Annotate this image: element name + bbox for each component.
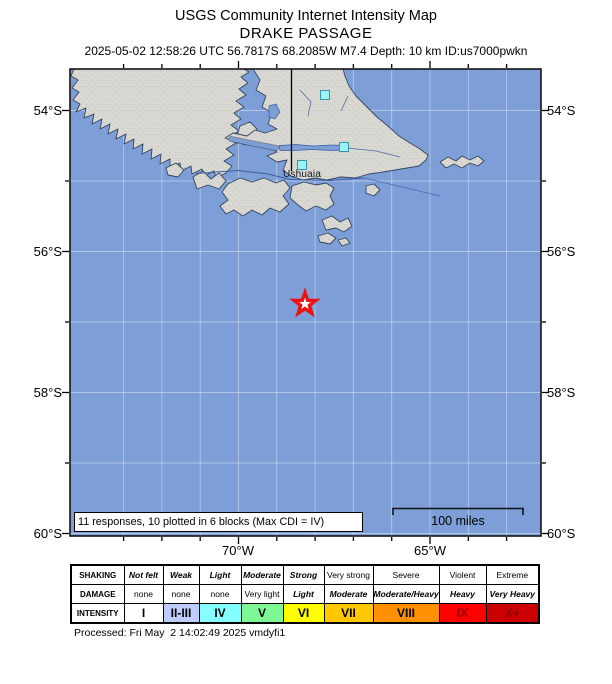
intensity-cell: V bbox=[240, 603, 284, 624]
landmass-navarino-island bbox=[289, 181, 335, 212]
legend-cell: Light bbox=[198, 564, 242, 585]
lat-tick-label: 60°S bbox=[33, 525, 62, 541]
event-region-title: DRAKE PASSAGE bbox=[239, 25, 373, 42]
legend-cell: Extreme bbox=[485, 564, 540, 585]
lat-tick-label: 56°S bbox=[547, 243, 576, 259]
intensity-cell: I bbox=[123, 603, 164, 624]
legend-row-shaking: SHAKING Not felt Weak Light Moderate Str… bbox=[70, 564, 540, 585]
lat-tick-label: 54°S bbox=[547, 102, 576, 118]
legend-cell: Heavy bbox=[438, 584, 487, 604]
scale-bar bbox=[392, 507, 524, 515]
tick-marks bbox=[62, 61, 549, 544]
intensity-cell: X+ bbox=[485, 603, 540, 624]
map-frame bbox=[69, 68, 542, 537]
legend-cell: Very strong bbox=[323, 564, 374, 585]
landmass-patagonia-archipelago bbox=[70, 69, 250, 179]
landmass-cape-horn-islands bbox=[317, 232, 337, 245]
legend-cell: none bbox=[162, 584, 200, 604]
page-title: USGS Community Internet Intensity Map bbox=[175, 8, 437, 24]
epicenter-star-icon bbox=[289, 287, 321, 318]
river bbox=[340, 95, 349, 112]
legend-cell: Moderate bbox=[240, 564, 284, 585]
legend-row-label: INTENSITY bbox=[70, 603, 125, 624]
landmass-cape-horn-islands bbox=[337, 237, 351, 247]
legend-row-label: DAMAGE bbox=[70, 584, 125, 604]
legend-cell: none bbox=[198, 584, 242, 604]
lat-tick-label: 54°S bbox=[33, 102, 62, 118]
landmass-islet bbox=[165, 162, 185, 178]
channel-line bbox=[363, 177, 441, 197]
lat-tick-label: 58°S bbox=[33, 384, 62, 400]
legend-cell: Severe bbox=[372, 564, 440, 585]
almirantazgo-sound bbox=[228, 136, 279, 151]
legend-row-damage: DAMAGE none none none Very light Light M… bbox=[70, 584, 540, 604]
response-blocks bbox=[297, 90, 349, 170]
city-label-ushuaia: Ushuaia bbox=[283, 169, 322, 180]
landmass-isla-de-los-estados bbox=[439, 155, 485, 169]
intensity-cell: VII bbox=[323, 603, 374, 624]
legend-cell: Light bbox=[282, 584, 325, 604]
intensity-cell: VI bbox=[282, 603, 325, 624]
lat-tick-label: 56°S bbox=[33, 243, 62, 259]
legend-row-label: SHAKING bbox=[70, 564, 125, 585]
legend-cell: Weak bbox=[162, 564, 200, 585]
scale-bar-label: 100 miles bbox=[431, 514, 485, 528]
landmass-islet bbox=[365, 183, 381, 197]
river bbox=[299, 89, 312, 117]
intensity-legend-table: SHAKING Not felt Weak Light Moderate Str… bbox=[70, 564, 540, 624]
intensity-cell: II-III bbox=[162, 603, 200, 624]
waterways-group bbox=[195, 89, 441, 197]
intensity-cell: VIII bbox=[372, 603, 440, 624]
lat-tick-label: 58°S bbox=[547, 384, 576, 400]
landmass-tierra-del-fuego bbox=[224, 69, 429, 181]
lon-tick-label: 65°W bbox=[414, 543, 446, 558]
landmass-hoste-island bbox=[219, 177, 291, 217]
lat-tick-label: 60°S bbox=[547, 525, 576, 541]
beagle-channel bbox=[195, 169, 365, 182]
intensity-cell: IX bbox=[438, 603, 487, 624]
lon-tick-label: 70°W bbox=[222, 543, 254, 558]
landmass-cape-horn-islands bbox=[321, 215, 353, 233]
processed-timestamp: Processed: Fri May 2 14:02:49 2025 vmdyf… bbox=[74, 627, 286, 639]
response-block bbox=[297, 160, 307, 170]
response-block bbox=[339, 142, 349, 152]
lago-blanco bbox=[268, 103, 281, 120]
legend-cell: Moderate bbox=[323, 584, 374, 604]
legend-cell: Very light bbox=[240, 584, 284, 604]
legend-cell: Strong bbox=[282, 564, 325, 585]
intensity-cell: IV bbox=[198, 603, 242, 624]
landmass-islet bbox=[192, 170, 227, 190]
legend-row-intensity: INTENSITY I II-III IV V VI VII VIII IX X… bbox=[70, 603, 540, 624]
legend-cell: Not felt bbox=[123, 564, 164, 585]
legend-cell: none bbox=[123, 584, 164, 604]
response-block bbox=[320, 90, 330, 100]
responses-summary-box: 11 responses, 10 plotted in 6 blocks (Ma… bbox=[74, 512, 363, 532]
event-info-line: 2025-05-02 12:58:26 UTC 56.7817S 68.2085… bbox=[84, 44, 528, 58]
river bbox=[346, 147, 401, 158]
legend-cell: Moderate/Heavy bbox=[372, 584, 440, 604]
legend-cell: Violent bbox=[438, 564, 487, 585]
legend-cell: Very Heavy bbox=[485, 584, 540, 604]
